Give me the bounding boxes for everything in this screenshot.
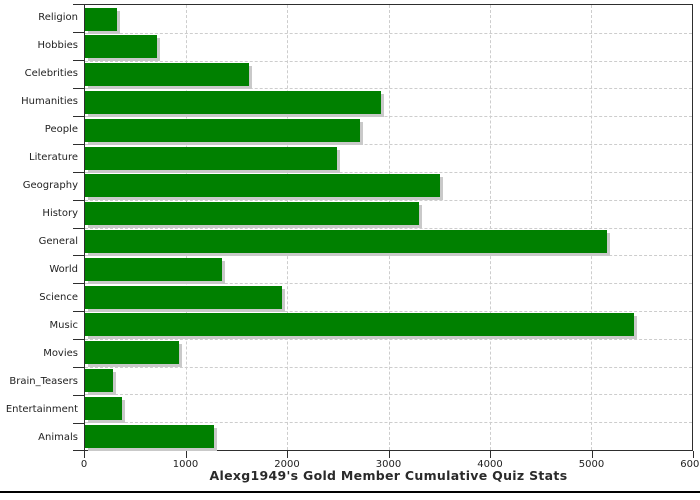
y-tick-mark (73, 143, 84, 145)
y-tick-mark (73, 283, 84, 285)
x-tick-mark (490, 451, 491, 458)
y-tick-mark (73, 311, 84, 313)
plot-area (84, 4, 693, 451)
x-tick-label: 3000 (375, 459, 402, 470)
gridline-vertical (590, 5, 592, 450)
y-tick-mark (73, 59, 84, 61)
gridline-vertical (388, 5, 390, 450)
y-tick-mark (73, 4, 84, 5)
bar-science (85, 285, 283, 309)
bar-general (85, 230, 608, 253)
bar-religion (85, 7, 117, 31)
bar-animals (85, 424, 215, 448)
bar-music (85, 313, 635, 337)
x-tick-mark (84, 451, 85, 458)
y-tick-mark (73, 423, 84, 425)
category-label: Celebrities (24, 68, 78, 80)
value-axis-ticks (84, 451, 694, 458)
y-tick-mark (73, 199, 84, 201)
category-label: Literature (29, 152, 78, 164)
category-label: Music (49, 319, 78, 331)
value-axis-tick-labels: 0 1000 2000 3000 4000 5000 6000 (80, 459, 700, 473)
category-label: Religion (38, 12, 78, 24)
x-tick-label: 2000 (274, 459, 300, 470)
bar-geography (85, 174, 440, 198)
category-label: World (49, 263, 78, 275)
x-tick-label: 5000 (578, 459, 605, 470)
y-tick-mark (73, 171, 84, 173)
category-axis-ticks (73, 4, 84, 451)
category-label: Movies (43, 347, 78, 359)
bar-movies (85, 341, 179, 365)
y-tick-mark (73, 450, 84, 451)
gridline-vertical (186, 5, 188, 450)
bar-hobbies (85, 35, 157, 59)
y-tick-mark (73, 227, 84, 229)
bar-literature (85, 146, 337, 170)
y-tick-mark (73, 255, 84, 257)
x-tick-mark (388, 451, 390, 458)
x-tick-mark (185, 451, 187, 458)
category-label: People (44, 124, 78, 136)
x-tick-label: 1000 (172, 459, 199, 470)
bar-people (85, 118, 360, 142)
category-axis-labels: Religion Hobbies Celebrities Humanities Peop… (0, 4, 78, 451)
gridline-vertical (287, 5, 289, 450)
y-tick-mark (73, 115, 84, 117)
x-tick-mark (287, 451, 288, 458)
y-tick-mark (73, 87, 84, 89)
category-label: Entertainment (5, 403, 78, 415)
category-label: Brain_Teasers (9, 375, 78, 387)
x-tick-label: 4000 (477, 459, 503, 470)
bar-brain_teasers (85, 369, 113, 393)
bar-world (85, 257, 222, 281)
bar-entertainment (85, 396, 122, 420)
y-tick-mark (73, 31, 84, 33)
y-tick-mark (73, 339, 84, 341)
x-tick-label: 0 (80, 459, 88, 470)
gridline-vertical (489, 5, 491, 450)
x-tick-mark (693, 451, 694, 458)
y-tick-mark (73, 367, 84, 369)
x-tick-mark (591, 451, 593, 458)
y-tick-mark (73, 395, 84, 397)
bottom-rule (0, 491, 700, 493)
bar-celebrities (85, 63, 249, 87)
category-label: Science (39, 291, 78, 303)
x-tick-label: 6000 (680, 459, 700, 470)
category-label: History (42, 208, 78, 220)
category-label: Geography (22, 180, 78, 192)
bar-humanities (85, 90, 381, 114)
category-label: Hobbies (37, 40, 78, 52)
category-label: Animals (38, 431, 78, 443)
category-label: General (38, 235, 78, 247)
chart-title: Alexg1949's Gold Member Cumulative Quiz … (209, 468, 568, 483)
category-label: Humanities (21, 96, 78, 108)
bar-history (85, 202, 419, 226)
